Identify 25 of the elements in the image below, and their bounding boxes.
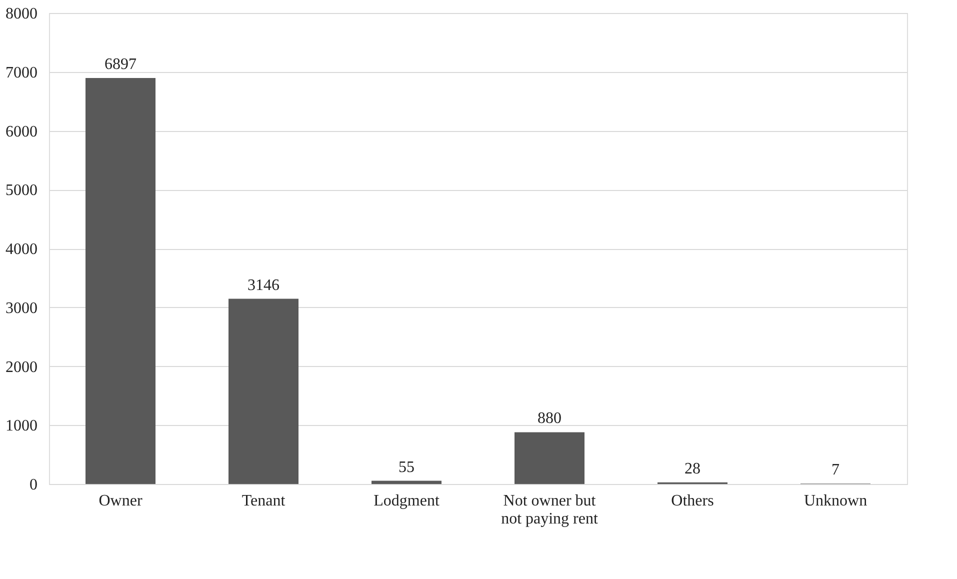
bar bbox=[228, 298, 298, 484]
data-label: 7 bbox=[832, 462, 840, 479]
data-label: 3146 bbox=[248, 276, 280, 294]
data-label: 880 bbox=[538, 410, 562, 428]
bar bbox=[86, 78, 156, 484]
y-tick-label: 7000 bbox=[6, 64, 38, 82]
y-tick-label: 0 bbox=[30, 476, 38, 494]
x-tick-label: Owner bbox=[98, 492, 143, 510]
bar bbox=[372, 480, 442, 484]
x-tick-label: Unknown bbox=[804, 492, 868, 510]
y-tick-label: 2000 bbox=[6, 358, 38, 376]
data-label: 28 bbox=[684, 460, 700, 478]
data-label: 55 bbox=[398, 458, 414, 476]
y-tick-label: 8000 bbox=[6, 6, 38, 22]
x-tick-label: Lodgment bbox=[374, 492, 440, 510]
y-tick-label: 1000 bbox=[6, 418, 38, 435]
y-tick-label: 3000 bbox=[6, 300, 38, 317]
y-tick-label: 4000 bbox=[6, 241, 38, 258]
x-tick-label: Others bbox=[671, 492, 714, 510]
x-tick-label: Tenant bbox=[242, 492, 286, 510]
data-label: 6897 bbox=[104, 56, 136, 73]
x-tick-label: Not owner but not paying rent bbox=[501, 492, 598, 528]
bar bbox=[514, 432, 584, 484]
y-tick-label: 6000 bbox=[6, 123, 38, 140]
y-tick-label: 5000 bbox=[6, 182, 38, 200]
